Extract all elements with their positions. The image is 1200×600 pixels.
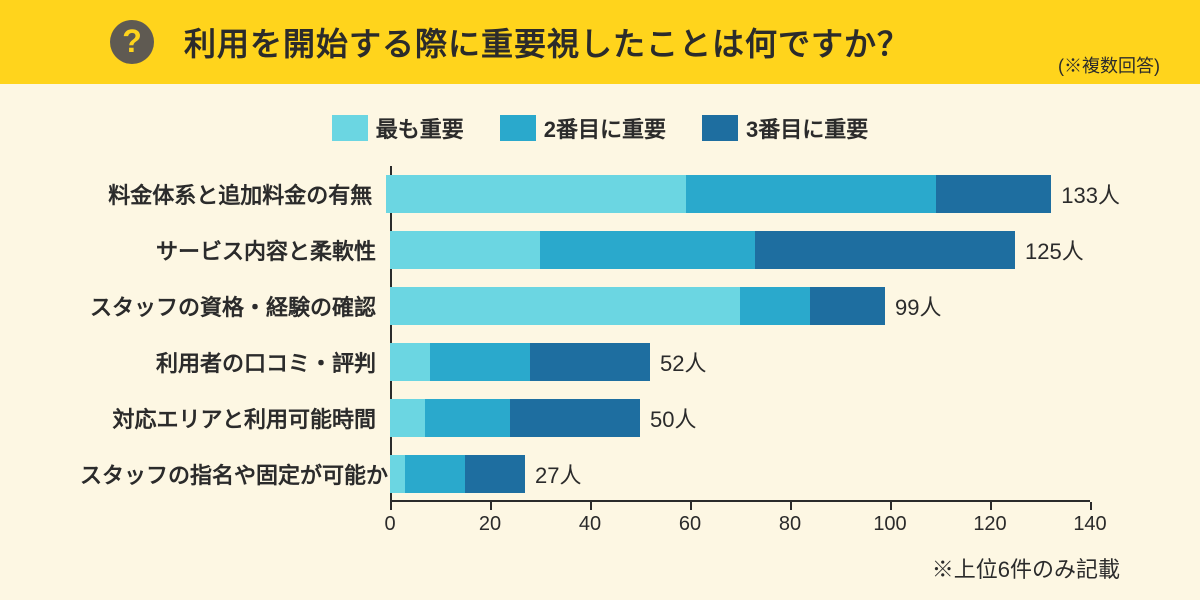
x-tick — [890, 502, 892, 510]
bar-segment — [430, 343, 530, 381]
chart-container: 最も重要 2番目に重要 3番目に重要 0 20 40 60 80 100 120 140 料金体系… — [0, 84, 1200, 546]
bar-segment — [425, 399, 510, 437]
chart-row: スタッフの資格・経験の確認 99人 — [80, 278, 1120, 334]
legend-item: 3番目に重要 — [702, 112, 868, 144]
bar-segment — [755, 231, 1015, 269]
legend-swatch — [500, 115, 536, 141]
x-tick — [590, 502, 592, 510]
legend-item: 最も重要 — [332, 112, 464, 144]
x-tick — [490, 502, 492, 510]
legend: 最も重要 2番目に重要 3番目に重要 — [80, 112, 1120, 144]
bar-segment — [530, 343, 650, 381]
bar-area: 50人 — [390, 390, 1120, 446]
bar-segment — [465, 455, 525, 493]
bar-segment — [390, 231, 540, 269]
category-label: スタッフの資格・経験の確認 — [80, 290, 390, 322]
bar-area: 52人 — [390, 334, 1120, 390]
bar-segment — [936, 175, 1051, 213]
value-label: 99人 — [895, 290, 941, 322]
x-tick-label: 60 — [679, 513, 701, 536]
bar-segment — [510, 399, 640, 437]
bar-segment — [810, 287, 885, 325]
bar-area: 133人 — [386, 166, 1120, 222]
chart-title: 利用を開始する際に重要視したことは何ですか？ — [184, 19, 910, 65]
legend-swatch — [702, 115, 738, 141]
x-tick-label: 20 — [479, 513, 501, 536]
x-tick-label: 0 — [384, 513, 395, 536]
value-label: 133人 — [1061, 178, 1120, 210]
category-label: 利用者の口コミ・評判 — [80, 346, 390, 378]
chart-row: 利用者の口コミ・評判 52人 — [80, 334, 1120, 390]
header-banner: 利用を開始する際に重要視したことは何ですか？ (※複数回答) — [0, 0, 1200, 84]
bars-container: 料金体系と追加料金の有無 133人サービス内容と柔軟性 125人スタッフの資格・経験… — [80, 166, 1120, 502]
x-tick-label: 120 — [973, 513, 1006, 536]
category-label: サービス内容と柔軟性 — [80, 234, 390, 266]
bar-segment — [390, 455, 405, 493]
value-label: 50人 — [650, 402, 696, 434]
category-label: 対応エリアと利用可能時間 — [80, 402, 390, 434]
bar-segment — [740, 287, 810, 325]
chart-row: スタッフの指名や固定が可能か 27人 — [80, 446, 1120, 502]
chart-row: 料金体系と追加料金の有無 133人 — [80, 166, 1120, 222]
value-label: 125人 — [1025, 234, 1084, 266]
legend-label: 2番目に重要 — [544, 112, 666, 144]
question-icon — [110, 20, 154, 64]
stacked-bar — [390, 287, 885, 325]
stacked-bar — [390, 231, 1015, 269]
legend-swatch — [332, 115, 368, 141]
footnote: ※上位6件のみ記載 — [932, 552, 1120, 584]
x-tick — [690, 502, 692, 510]
legend-label: 3番目に重要 — [746, 112, 868, 144]
plot-area: 0 20 40 60 80 100 120 140 料金体系と追加料金の有無 133人サービス内… — [80, 166, 1120, 546]
bar-area: 99人 — [390, 278, 1120, 334]
chart-row: 対応エリアと利用可能時間 50人 — [80, 390, 1120, 446]
legend-item: 2番目に重要 — [500, 112, 666, 144]
x-tick-label: 40 — [579, 513, 601, 536]
bar-segment — [390, 287, 740, 325]
bar-segment — [686, 175, 936, 213]
x-tick-label: 80 — [779, 513, 801, 536]
value-label: 52人 — [660, 346, 706, 378]
bar-area: 27人 — [390, 446, 1120, 502]
x-tick — [390, 502, 392, 510]
stacked-bar — [390, 343, 650, 381]
x-tick — [790, 502, 792, 510]
x-tick — [990, 502, 992, 510]
bar-segment — [405, 455, 465, 493]
category-label: 料金体系と追加料金の有無 — [80, 178, 386, 210]
x-tick-label: 100 — [873, 513, 906, 536]
stacked-bar — [390, 455, 525, 493]
bar-segment — [390, 343, 430, 381]
x-tick-label: 140 — [1073, 513, 1106, 536]
stacked-bar — [386, 175, 1051, 213]
chart-row: サービス内容と柔軟性 125人 — [80, 222, 1120, 278]
legend-label: 最も重要 — [376, 112, 464, 144]
x-tick — [1090, 502, 1092, 510]
value-label: 27人 — [535, 458, 581, 490]
category-label: スタッフの指名や固定が可能か — [80, 458, 390, 490]
stacked-bar — [390, 399, 640, 437]
bar-segment — [540, 231, 755, 269]
chart-subtitle: (※複数回答) — [1058, 52, 1160, 78]
bar-segment — [390, 399, 425, 437]
bar-segment — [386, 175, 686, 213]
bar-area: 125人 — [390, 222, 1120, 278]
